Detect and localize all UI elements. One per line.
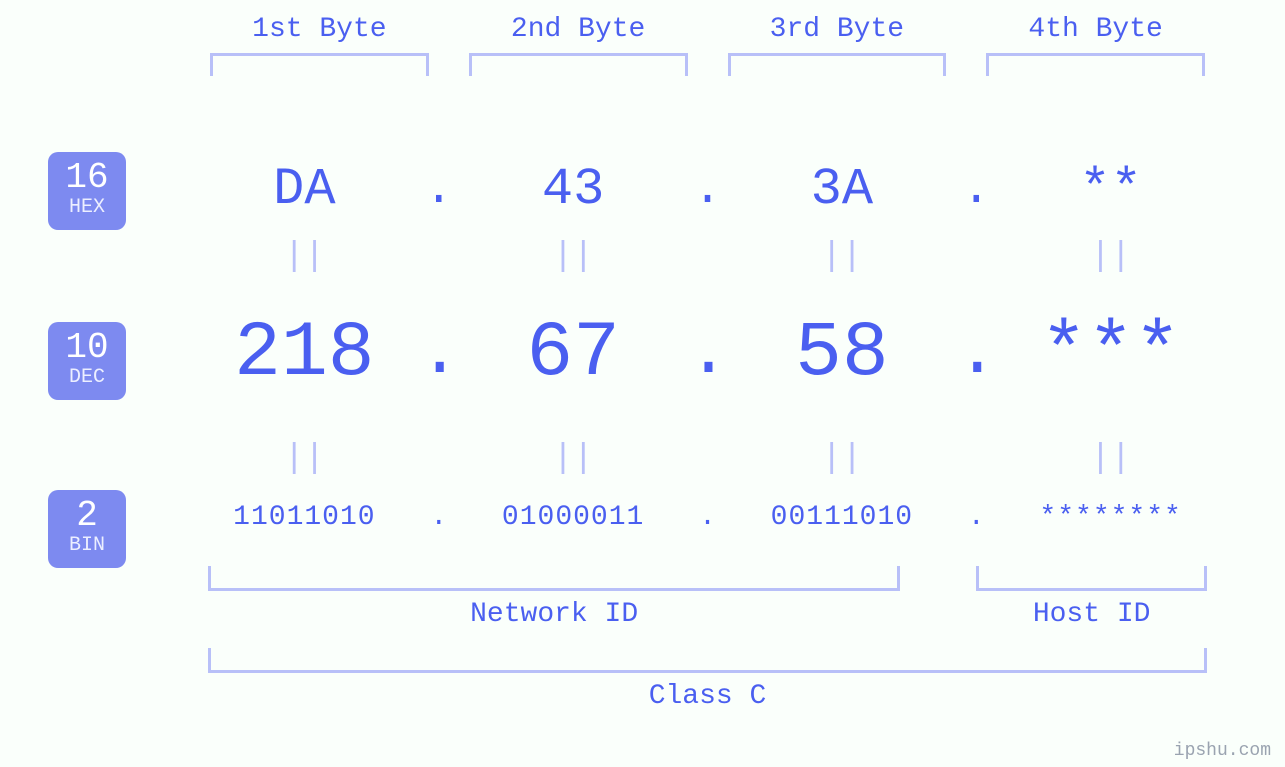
- bin-byte-3: 00111010: [728, 502, 957, 533]
- byte-col-1: 1st Byte: [190, 14, 449, 76]
- bin-byte-1: 11011010: [190, 502, 419, 533]
- dot-separator: .: [419, 163, 459, 217]
- bin-row: 11011010 . 01000011 . 00111010 . *******…: [190, 502, 1225, 533]
- hex-byte-1: DA: [190, 160, 419, 219]
- network-id-section: Network ID: [190, 566, 918, 630]
- class-label: Class C: [208, 681, 1207, 712]
- byte-col-3: 3rd Byte: [708, 14, 967, 76]
- byte-col-4: 4th Byte: [966, 14, 1225, 76]
- equality-row: || || || ||: [190, 440, 1225, 478]
- base-badge-dec: 10 DEC: [48, 322, 126, 400]
- dot-separator: .: [688, 163, 728, 217]
- hex-byte-4: **: [996, 160, 1225, 219]
- dot-separator: .: [956, 315, 996, 394]
- top-bracket: [728, 53, 947, 76]
- byte-headers: 1st Byte 2nd Byte 3rd Byte 4th Byte: [190, 14, 1225, 76]
- base-badge-label: DEC: [48, 366, 126, 390]
- byte-label: 4th Byte: [966, 14, 1225, 45]
- hex-byte-3: 3A: [728, 160, 957, 219]
- base-badge-num: 2: [48, 498, 126, 534]
- equality-symbol: ||: [996, 440, 1225, 478]
- byte-label: 2nd Byte: [449, 14, 708, 45]
- dec-byte-3: 58: [728, 310, 957, 398]
- dot-separator: .: [688, 502, 728, 533]
- byte-label: 1st Byte: [190, 14, 449, 45]
- top-bracket: [986, 53, 1205, 76]
- bottom-bracket: [976, 566, 1207, 591]
- watermark: ipshu.com: [1174, 741, 1271, 761]
- byte-label: 3rd Byte: [708, 14, 967, 45]
- bottom-bracket: [208, 566, 900, 591]
- equality-symbol: ||: [996, 238, 1225, 276]
- base-badge-hex: 16 HEX: [48, 152, 126, 230]
- class-section: Class C: [208, 648, 1207, 712]
- base-badge-num: 16: [48, 160, 126, 196]
- bin-byte-4: ********: [996, 502, 1225, 533]
- dot-separator: .: [419, 315, 459, 394]
- top-bracket: [469, 53, 688, 76]
- section-brackets-row: Network ID Host ID: [190, 566, 1225, 630]
- base-badge-label: BIN: [48, 534, 126, 558]
- base-badge-num: 10: [48, 330, 126, 366]
- hex-byte-2: 43: [459, 160, 688, 219]
- equality-symbol: ||: [728, 238, 957, 276]
- hex-row: DA . 43 . 3A . **: [190, 160, 1225, 219]
- equality-symbol: ||: [459, 238, 688, 276]
- dot-separator: .: [419, 502, 459, 533]
- bin-byte-2: 01000011: [459, 502, 688, 533]
- bottom-bracket: [208, 648, 1207, 673]
- byte-col-2: 2nd Byte: [449, 14, 708, 76]
- network-id-label: Network ID: [208, 599, 900, 630]
- dec-byte-4: ***: [996, 310, 1225, 398]
- equality-symbol: ||: [190, 238, 419, 276]
- equality-symbol: ||: [190, 440, 419, 478]
- base-badge-bin: 2 BIN: [48, 490, 126, 568]
- host-id-label: Host ID: [976, 599, 1207, 630]
- dec-row: 218 . 67 . 58 . ***: [190, 310, 1225, 398]
- dot-separator: .: [956, 163, 996, 217]
- dec-byte-2: 67: [459, 310, 688, 398]
- dot-separator: .: [688, 315, 728, 394]
- dec-byte-1: 218: [190, 310, 419, 398]
- dot-separator: .: [956, 502, 996, 533]
- equality-row: || || || ||: [190, 238, 1225, 276]
- base-badge-label: HEX: [48, 196, 126, 220]
- equality-symbol: ||: [459, 440, 688, 478]
- top-bracket: [210, 53, 429, 76]
- host-id-section: Host ID: [958, 566, 1225, 630]
- equality-symbol: ||: [728, 440, 957, 478]
